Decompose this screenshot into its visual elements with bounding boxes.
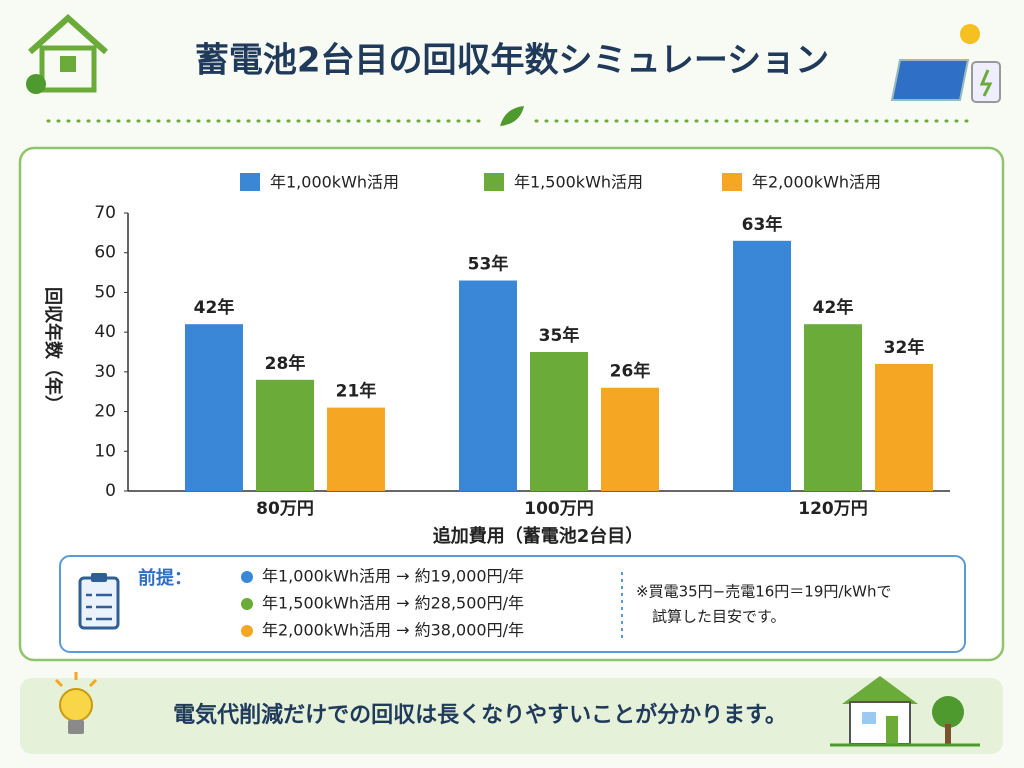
legend-label: 年1,500kWh活用 xyxy=(514,173,643,192)
premise-note: ※買電35円−売電16円＝19円/kWhで xyxy=(636,583,891,601)
premise-label: 前提： xyxy=(138,567,192,589)
y-tick-label: 30 xyxy=(94,362,116,382)
bar xyxy=(459,280,517,491)
leaf-icon xyxy=(500,106,524,126)
bar xyxy=(804,324,862,491)
footer-box xyxy=(20,678,1003,754)
legend-label: 年2,000kWh活用 xyxy=(752,173,881,192)
premise-item: 年1,500kWh活用 → 約28,500円/年 xyxy=(262,594,524,613)
x-tick-label: 100万円 xyxy=(524,499,594,519)
y-tick-label: 20 xyxy=(94,402,116,422)
premise-note: 試算した目安です。 xyxy=(652,608,786,626)
y-tick-label: 60 xyxy=(94,243,116,263)
bar xyxy=(185,324,243,491)
premise-bullet xyxy=(241,625,253,637)
bar xyxy=(530,352,588,491)
value-label: 53年 xyxy=(468,254,509,275)
y-tick-label: 0 xyxy=(105,481,116,501)
bar xyxy=(601,387,659,491)
value-label: 26年 xyxy=(610,361,651,382)
value-label: 21年 xyxy=(336,381,377,402)
value-label: 28年 xyxy=(265,353,306,374)
value-label: 42年 xyxy=(194,297,235,318)
x-axis-label: 追加費用（蓄電池2台目） xyxy=(433,525,644,547)
house-icon xyxy=(26,13,109,94)
legend-swatch xyxy=(722,173,742,191)
premise-item: 年2,000kWh活用 → 約38,000円/年 xyxy=(262,621,524,640)
value-label: 35年 xyxy=(539,325,580,346)
y-axis-label: 回収年数（年） xyxy=(42,287,64,413)
bulb-icon xyxy=(54,672,98,734)
bar xyxy=(733,240,791,491)
legend-swatch xyxy=(484,173,504,191)
value-label: 42年 xyxy=(813,297,854,318)
premise-item: 年1,000kWh活用 → 約19,000円/年 xyxy=(262,567,524,586)
value-label: 32年 xyxy=(884,337,925,358)
premise-bullet xyxy=(241,598,253,610)
value-label: 63年 xyxy=(742,214,783,235)
legend-swatch xyxy=(240,173,260,191)
bar xyxy=(875,363,933,491)
footer-text: 電気代削減だけでの回収は長くなりやすいことが分かります。 xyxy=(173,702,787,728)
title: 蓄電池2台目の回収年数シミュレーション xyxy=(195,41,829,81)
clipboard-icon xyxy=(78,573,120,630)
y-tick-label: 70 xyxy=(94,203,116,223)
premise-box xyxy=(59,555,966,653)
y-tick-label: 50 xyxy=(94,282,116,302)
legend-label: 年1,000kWh活用 xyxy=(270,173,399,192)
y-tick-label: 10 xyxy=(94,441,116,461)
x-tick-label: 120万円 xyxy=(798,499,868,519)
x-tick-label: 80万円 xyxy=(256,499,314,519)
bar xyxy=(327,407,385,491)
house-tree-icon xyxy=(830,676,980,747)
y-tick-label: 40 xyxy=(94,322,116,342)
bar xyxy=(256,379,314,491)
solar-icon xyxy=(890,24,1001,103)
premise-bullet xyxy=(241,571,253,583)
